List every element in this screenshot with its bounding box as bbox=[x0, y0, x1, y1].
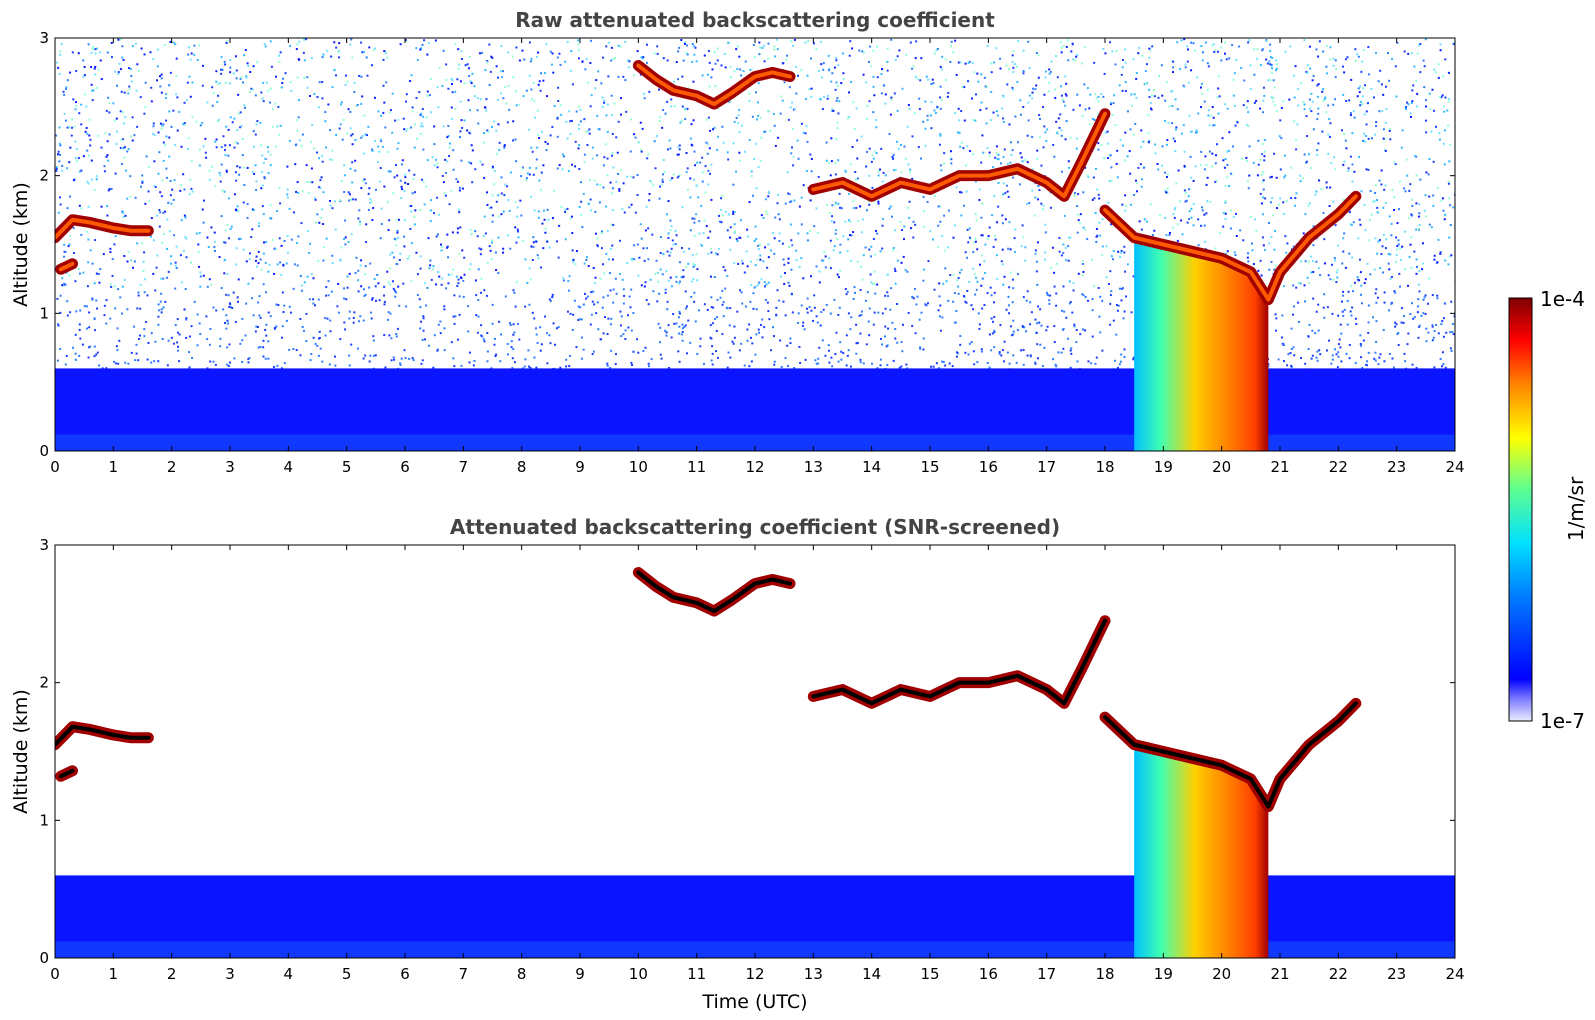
cloud-layer-core bbox=[55, 724, 151, 747]
colorbar-max-label: 1e-4 bbox=[1540, 287, 1585, 311]
colorbar: 1e-4 1e-7 1/m/sr bbox=[1508, 287, 1588, 733]
cloud-layer-core bbox=[55, 217, 151, 240]
x-tick-label: 13 bbox=[804, 458, 823, 476]
x-tick-label: 5 bbox=[342, 458, 352, 476]
x-tick-label: 17 bbox=[1037, 965, 1056, 983]
cloud-layer-core bbox=[636, 570, 792, 614]
x-tick-label: 1 bbox=[109, 965, 119, 983]
x-tick-label: 7 bbox=[459, 965, 469, 983]
x-tick-label: 15 bbox=[920, 965, 939, 983]
y-axis-label: Altitude (km) bbox=[10, 689, 32, 814]
y-tick-label: 2 bbox=[39, 167, 49, 185]
x-tick-label: 3 bbox=[225, 965, 235, 983]
y-tick-label: 1 bbox=[39, 304, 49, 322]
plot-area bbox=[55, 38, 1455, 451]
x-axis: 0 1 2 3 4 5 6 7 8 9 10 11 12 13 14 15 16 17 18 19 20 21 22 23 24 bbox=[50, 38, 1465, 476]
x-tick-label: 2 bbox=[167, 458, 177, 476]
plot-area bbox=[55, 545, 1455, 958]
cloud-layer-core bbox=[1103, 194, 1358, 302]
cloud-layer-core bbox=[58, 768, 75, 779]
precipitation-region bbox=[1134, 744, 1269, 958]
colorbar-min-label: 1e-7 bbox=[1540, 709, 1585, 733]
x-tick-label: 23 bbox=[1387, 458, 1406, 476]
y-tick-label: 1 bbox=[39, 811, 49, 829]
x-tick-label: 20 bbox=[1212, 458, 1231, 476]
x-tick-label: 17 bbox=[1037, 458, 1056, 476]
x-tick-label: 14 bbox=[862, 458, 881, 476]
x-tick-label: 4 bbox=[284, 965, 294, 983]
x-axis-label: Time (UTC) bbox=[701, 991, 807, 1013]
x-tick-label: 23 bbox=[1387, 965, 1406, 983]
x-tick-label: 10 bbox=[629, 458, 648, 476]
x-tick-label: 16 bbox=[979, 965, 998, 983]
x-tick-label: 7 bbox=[459, 458, 469, 476]
y-tick-label: 3 bbox=[39, 29, 49, 47]
x-tick-label: 4 bbox=[284, 458, 294, 476]
x-tick-label: 12 bbox=[745, 458, 764, 476]
x-tick-label: 0 bbox=[50, 458, 60, 476]
x-tick-label: 0 bbox=[50, 965, 60, 983]
x-tick-label: 1 bbox=[109, 458, 119, 476]
x-tick-label: 19 bbox=[1154, 458, 1173, 476]
cloud-layer-core bbox=[58, 261, 75, 272]
y-tick-label: 0 bbox=[39, 949, 49, 967]
x-tick-label: 9 bbox=[575, 965, 585, 983]
cloud-layer-core bbox=[636, 63, 792, 107]
y-axis: 0 1 2 3 bbox=[39, 536, 1455, 967]
y-axis: 0 1 2 3 bbox=[39, 29, 1455, 460]
x-tick-label: 11 bbox=[687, 965, 706, 983]
x-tick-label: 21 bbox=[1270, 458, 1289, 476]
x-tick-label: 6 bbox=[400, 965, 410, 983]
x-tick-label: 19 bbox=[1154, 965, 1173, 983]
x-tick-label: 22 bbox=[1329, 965, 1348, 983]
raw-backscatter-panel: Raw attenuated backscattering coefficien… bbox=[10, 8, 1465, 476]
x-tick-label: 13 bbox=[804, 965, 823, 983]
x-tick-label: 18 bbox=[1095, 458, 1114, 476]
x-tick-label: 11 bbox=[687, 458, 706, 476]
x-tick-label: 8 bbox=[517, 965, 527, 983]
y-tick-label: 2 bbox=[39, 674, 49, 692]
x-tick-label: 14 bbox=[862, 965, 881, 983]
screened-backscatter-panel: Attenuated backscattering coefficient (S… bbox=[10, 515, 1465, 1013]
x-tick-label: 21 bbox=[1270, 965, 1289, 983]
colorbar-unit-label: 1/m/sr bbox=[1564, 476, 1588, 541]
x-tick-label: 10 bbox=[629, 965, 648, 983]
cloud-layer-core bbox=[811, 618, 1107, 706]
x-tick-label: 15 bbox=[920, 458, 939, 476]
cloud-layer-core bbox=[1103, 701, 1358, 809]
x-tick-label: 18 bbox=[1095, 965, 1114, 983]
x-tick-label: 5 bbox=[342, 965, 352, 983]
x-tick-label: 16 bbox=[979, 458, 998, 476]
x-tick-label: 6 bbox=[400, 458, 410, 476]
x-tick-label: 9 bbox=[575, 458, 585, 476]
x-tick-label: 24 bbox=[1445, 458, 1464, 476]
x-tick-label: 24 bbox=[1445, 965, 1464, 983]
x-tick-label: 3 bbox=[225, 458, 235, 476]
x-tick-label: 8 bbox=[517, 458, 527, 476]
y-tick-label: 0 bbox=[39, 442, 49, 460]
panel-title: Raw attenuated backscattering coefficien… bbox=[515, 8, 995, 32]
x-tick-label: 22 bbox=[1329, 458, 1348, 476]
y-tick-label: 3 bbox=[39, 536, 49, 554]
x-tick-label: 12 bbox=[745, 965, 764, 983]
y-axis-label: Altitude (km) bbox=[10, 182, 32, 307]
panel-title: Attenuated backscattering coefficient (S… bbox=[450, 515, 1060, 539]
colorbar-gradient bbox=[1508, 297, 1533, 722]
precipitation-region bbox=[1134, 237, 1269, 451]
x-tick-label: 20 bbox=[1212, 965, 1231, 983]
cloud-layer-core bbox=[811, 111, 1107, 199]
x-axis: 0 1 2 3 4 5 6 7 8 9 10 11 12 13 14 15 16 17 18 19 20 21 22 23 24 bbox=[50, 545, 1465, 983]
x-tick-label: 2 bbox=[167, 965, 177, 983]
